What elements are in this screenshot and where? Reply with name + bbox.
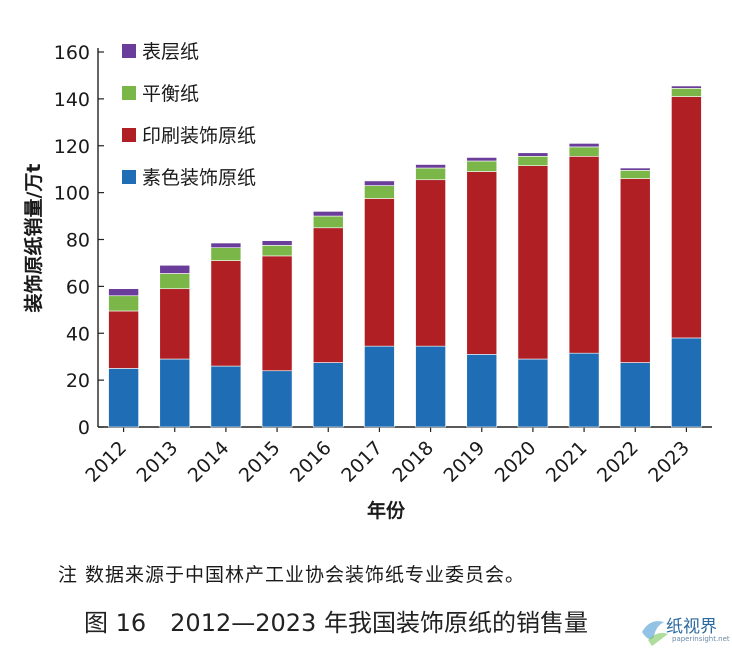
y-tick-label: 160: [54, 42, 90, 64]
x-axis-label: 年份: [367, 499, 406, 522]
legend-label: 表层纸: [142, 41, 199, 63]
bar-segment-3: [517, 152, 549, 157]
y-tick-label: 60: [66, 276, 90, 298]
y-tick-label: 140: [54, 89, 90, 111]
y-tick-label: 40: [66, 323, 90, 345]
figure-title: 图 16 2012—2023 年我国装饰原纸的销售量: [84, 609, 588, 637]
bar-segment-2: [415, 167, 446, 181]
bar-segment-2: [364, 185, 395, 199]
x-tick-label: 2014: [184, 437, 234, 487]
bar-segment-0: [671, 337, 702, 428]
bar-segment-2: [312, 215, 344, 229]
bar-segment-1: [568, 155, 600, 354]
bar-segment-3: [671, 85, 702, 89]
y-tick-label: 100: [54, 183, 90, 205]
bar-segment-0: [415, 345, 446, 428]
bar-segment-0: [466, 354, 498, 428]
bar-segment-0: [210, 365, 242, 428]
bar-segment-2: [517, 155, 549, 166]
bar-segment-0: [159, 358, 191, 428]
bar-segment-2: [619, 170, 651, 179]
x-tick-label: 2012: [81, 437, 131, 487]
x-tick-label: 2023: [644, 437, 694, 487]
bar-segment-3: [415, 164, 446, 169]
bar-segment-0: [619, 362, 651, 428]
bar-segment-3: [619, 167, 651, 171]
y-tick-label: 80: [66, 230, 90, 252]
watermark-subtext: paperinsight.net: [672, 635, 730, 643]
bar-segment-0: [364, 345, 395, 428]
bar-segment-1: [671, 96, 702, 339]
chart-bars: [108, 85, 702, 428]
bar-segment-1: [517, 165, 549, 360]
bar-segment-0: [517, 358, 549, 428]
bar-segment-0: [261, 370, 293, 428]
legend-swatch: [122, 44, 136, 58]
bar-segment-1: [415, 179, 446, 347]
bar-segment-3: [210, 242, 242, 249]
bar-segment-1: [619, 178, 651, 363]
x-tick-label: 2015: [235, 437, 285, 487]
bar-segment-2: [568, 146, 600, 157]
y-tick-label: 20: [66, 370, 90, 392]
legend-label: 平衡纸: [142, 83, 199, 105]
legend-label: 素色装饰原纸: [142, 167, 256, 189]
x-tick-label: 2022: [593, 437, 643, 487]
legend-label: 印刷装饰原纸: [142, 125, 256, 147]
data-source-note: 注 数据来源于中国林产工业协会装饰纸专业委员会。: [58, 564, 526, 586]
x-tick-label: 2013: [133, 437, 183, 487]
bar-segment-1: [210, 260, 242, 367]
legend-swatch: [122, 86, 136, 100]
bar-segment-1: [312, 227, 344, 363]
bar-segment-1: [108, 310, 139, 369]
y-axis-label: 装饰原纸销量/万t: [22, 163, 45, 313]
y-tick-label: 0: [78, 417, 90, 439]
x-tick-label: 2021: [542, 437, 592, 487]
bar-segment-2: [466, 160, 498, 172]
x-tick-label: 2019: [440, 437, 490, 487]
bar-segment-2: [261, 245, 293, 257]
bar-segment-2: [159, 273, 191, 290]
bar-segment-3: [466, 157, 498, 162]
y-tick-label: 120: [54, 136, 90, 158]
bar-segment-1: [159, 288, 191, 360]
bar-segment-2: [108, 295, 139, 312]
bar-segment-2: [210, 247, 242, 261]
bar-segment-3: [364, 180, 395, 186]
bar-segment-3: [568, 143, 600, 148]
bar-segment-1: [261, 255, 293, 372]
bar-segment-0: [108, 368, 139, 428]
watermark-logo-icon: [642, 621, 668, 646]
x-tick-label: 2018: [388, 437, 438, 487]
x-tick-label: 2020: [491, 437, 541, 487]
watermark-text: 纸视界: [666, 617, 717, 637]
bar-segment-3: [261, 240, 293, 246]
bar-segment-2: [671, 88, 702, 97]
bar-segment-1: [466, 171, 498, 355]
legend-swatch: [122, 128, 136, 142]
x-tick-label: 2017: [337, 437, 387, 487]
legend-swatch: [122, 170, 136, 184]
x-tick-label: 2016: [286, 437, 336, 487]
bar-segment-1: [364, 198, 395, 347]
bar-segment-3: [108, 288, 139, 297]
bar-segment-0: [312, 362, 344, 428]
bar-segment-3: [312, 211, 344, 217]
bar-segment-3: [159, 264, 191, 274]
bar-segment-0: [568, 352, 600, 428]
